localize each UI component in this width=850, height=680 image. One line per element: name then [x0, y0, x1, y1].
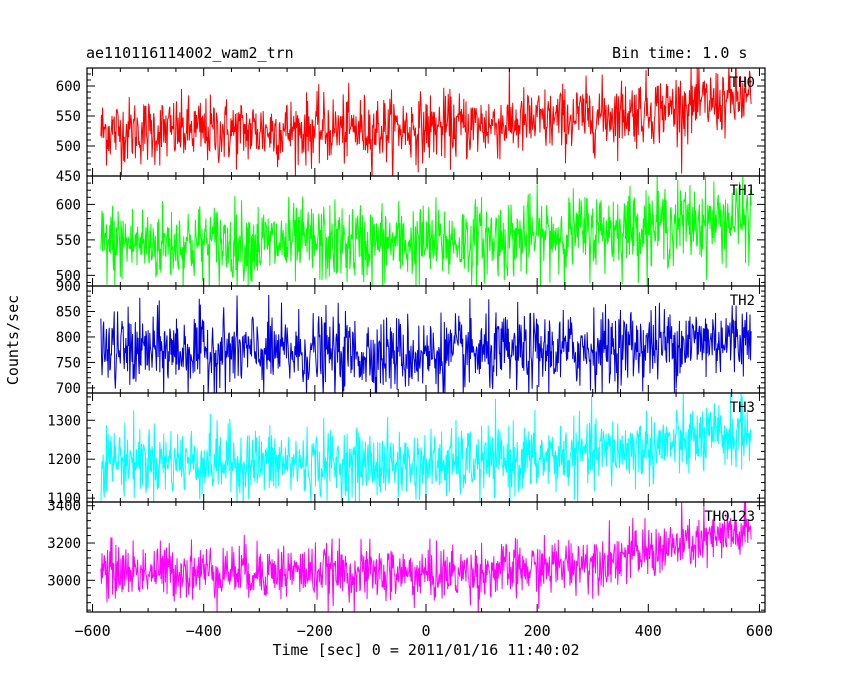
y-tick-label: 550 [56, 109, 81, 125]
y-tick-label: 850 [56, 304, 81, 320]
series-line-th3 [100, 393, 752, 502]
y-tick-label: 1200 [47, 452, 81, 468]
y-tick-label: 3400 [47, 499, 81, 515]
y-tick-label: 3200 [47, 536, 81, 552]
y-tick-label: 600 [56, 79, 81, 95]
x-tick-label: −400 [186, 622, 222, 640]
bin-time-label: Bin time: 1.0 s [612, 44, 748, 62]
y-tick-label: 800 [56, 330, 81, 346]
x-tick-label: −600 [74, 622, 110, 640]
y-tick-label: 750 [56, 355, 81, 371]
y-tick-label: 1300 [47, 413, 81, 429]
y-tick-label: 900 [56, 279, 81, 295]
y-tick-label: 500 [56, 139, 81, 155]
x-axis-label: Time [sec] 0 = 2011/01/16 11:40:02 [272, 641, 579, 659]
y-tick-label: 600 [56, 197, 81, 213]
chart-title: ae110116114002_wam2_trn [86, 44, 294, 62]
y-tick-label: 3000 [47, 573, 81, 589]
series-line-th0 [100, 68, 752, 176]
x-tick-label: 200 [524, 622, 551, 640]
x-tick-label: −200 [297, 622, 333, 640]
y-tick-label: 550 [56, 233, 81, 249]
series-line-th0123 [100, 502, 752, 612]
y-tick-label: 700 [56, 381, 81, 397]
panel-label-th2: TH2 [730, 293, 755, 309]
x-tick-label: 400 [635, 622, 662, 640]
y-tick-label: 1100 [47, 491, 81, 507]
panel-label-th1: TH1 [730, 183, 755, 199]
x-tick-label: 0 [421, 622, 430, 640]
y-tick-label: 500 [56, 268, 81, 284]
y-axis-label: Counts/sec [4, 295, 22, 385]
y-tick-label: 450 [56, 169, 81, 185]
x-tick-label: 600 [746, 622, 773, 640]
panel-label-th0: TH0 [730, 75, 755, 91]
panel-label-th0123: TH0123 [704, 509, 755, 525]
series-line-th1 [100, 176, 752, 286]
panel-label-th3: TH3 [730, 400, 755, 416]
series-line-th2 [100, 294, 752, 393]
